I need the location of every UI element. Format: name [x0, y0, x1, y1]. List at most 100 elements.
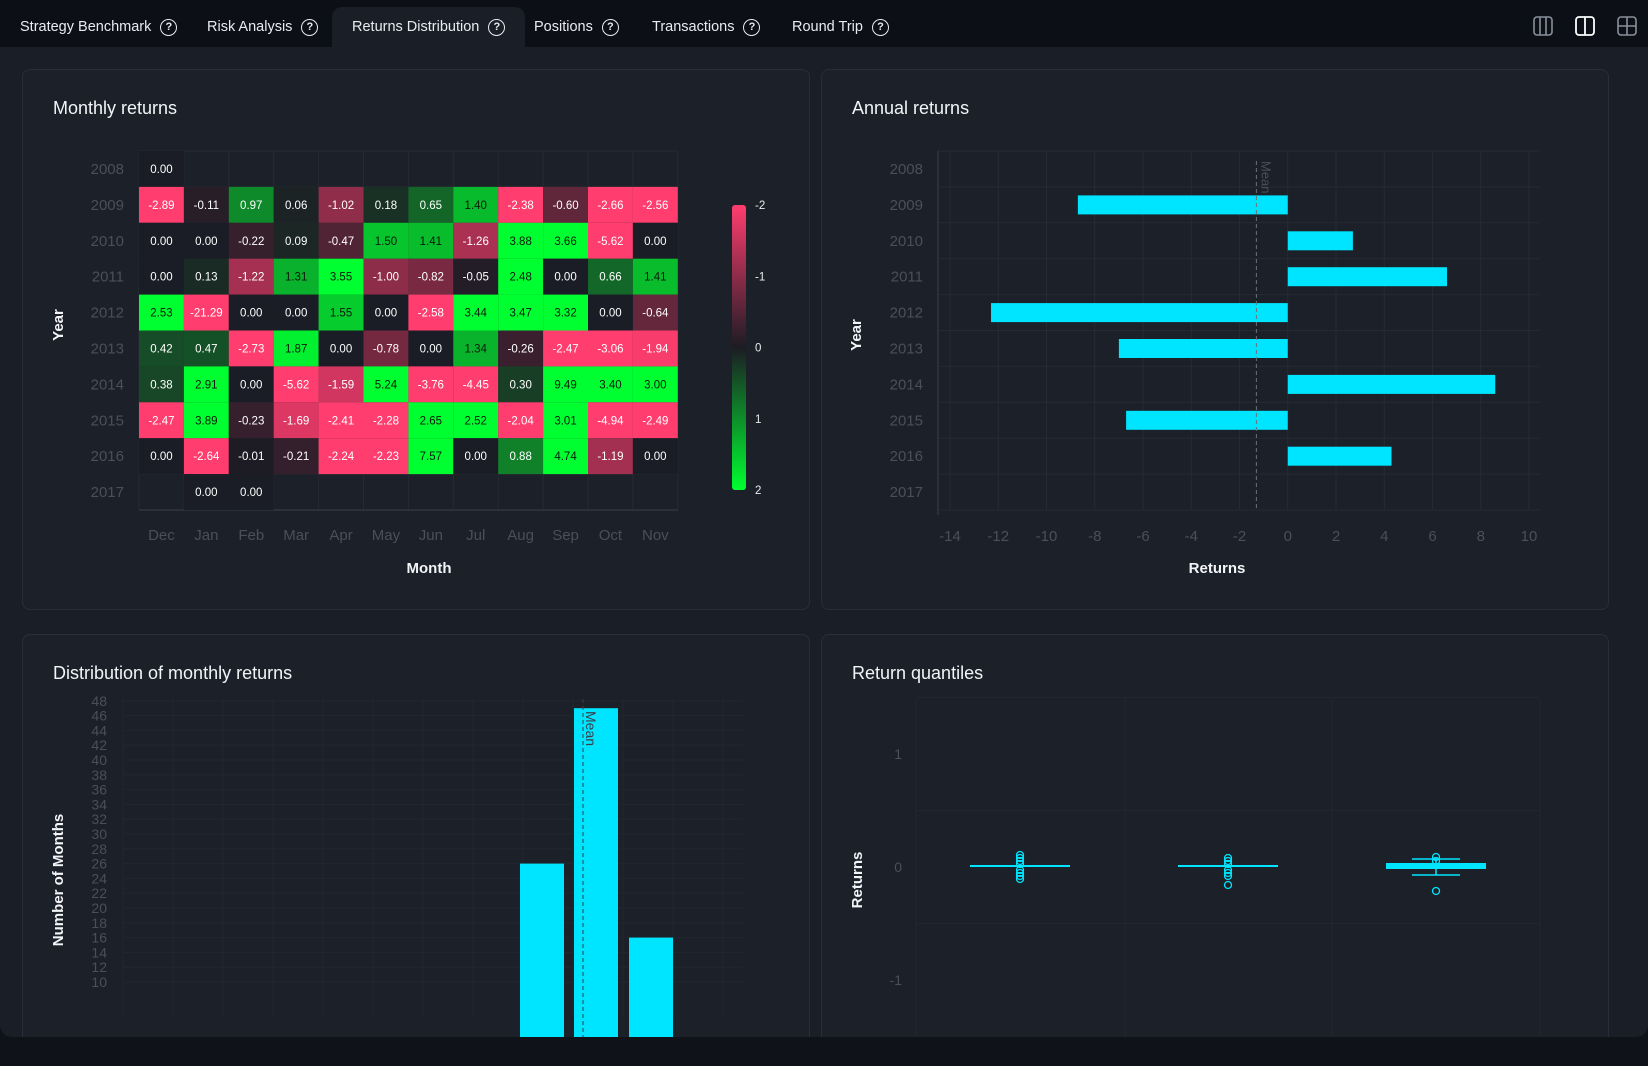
help-icon[interactable]: ?	[871, 18, 889, 36]
y-tick-label: 2017	[91, 484, 124, 501]
y-tick-label: 12	[91, 959, 107, 975]
heatmap-cell	[453, 402, 499, 439]
return-quantiles-card: Return quantiles Returns 1 0 -1	[821, 634, 1609, 1037]
x-tick-label: Jul	[466, 527, 485, 544]
annual-return-bar	[1126, 410, 1288, 430]
heatmap-cell	[363, 294, 409, 331]
x-tick-label: 0	[1284, 528, 1292, 545]
heatmap-cell-value: 0.13	[195, 272, 217, 284]
annual-return-bar	[1287, 374, 1496, 394]
heatmap-cell-value: -2.56	[642, 200, 668, 212]
tab-positions[interactable]: Positions?	[514, 7, 639, 47]
heatmap-cell-value: 0.00	[554, 272, 576, 284]
x-tick-label: Mar	[283, 527, 309, 544]
outlier-point	[1015, 853, 1025, 863]
heatmap-cell-value: 0.42	[150, 343, 172, 355]
heatmap-cell	[588, 402, 633, 439]
y-tick-label: 40	[91, 752, 107, 768]
x-tick-label: Sep	[552, 527, 579, 544]
heatmap-cell	[408, 438, 454, 475]
heatmap-cell	[408, 402, 454, 439]
heatmap-cell	[183, 330, 229, 367]
heatmap-cell	[498, 366, 544, 403]
heatmap-cell-value: 0.65	[420, 200, 442, 212]
heatmap-cell	[632, 258, 678, 295]
heatmap-cell	[363, 402, 409, 439]
tab-transactions[interactable]: Transactions?	[632, 7, 780, 47]
heatmap-cell-value: 0.00	[644, 236, 666, 248]
x-tick-label: Apr	[329, 527, 352, 544]
heatmap-cell-value: -2.24	[328, 451, 355, 463]
heatmap-cell	[139, 366, 184, 403]
x-tick-label: -8	[1088, 528, 1101, 545]
heatmap-cell-value: 9.49	[554, 379, 576, 391]
heatmap-cell	[543, 186, 588, 223]
heatmap-cell-value: 0.00	[644, 451, 666, 463]
heatmap-cell-value: -2.47	[148, 415, 174, 427]
heatmap-cell-value: 2.52	[465, 415, 487, 427]
mean-label: Mean	[1258, 161, 1273, 194]
help-icon[interactable]: ?	[743, 18, 761, 36]
three-column-layout-icon[interactable]	[1532, 15, 1554, 37]
heatmap-cell	[543, 366, 588, 403]
heatmap-cell-value: 0.47	[195, 343, 217, 355]
heatmap-cell-value: 1.41	[420, 236, 442, 248]
help-icon[interactable]: ?	[488, 18, 506, 36]
heatmap-cell	[408, 186, 454, 223]
heatmap-cell-value: 3.01	[554, 415, 576, 427]
x-tick-label: -10	[1036, 528, 1058, 545]
heatmap-cell	[543, 294, 588, 331]
heatmap-cell	[273, 222, 319, 259]
y-tick-label: 2016	[91, 448, 124, 465]
heatmap-cell-value: -1.69	[283, 415, 309, 427]
y-tick-label: 0	[894, 859, 902, 875]
outlier-point	[1223, 853, 1233, 863]
tab-returns-distribution[interactable]: Returns Distribution?	[332, 7, 526, 47]
y-tick-label: 42	[91, 737, 107, 753]
heatmap-cell	[498, 294, 544, 331]
help-icon[interactable]: ?	[160, 18, 178, 36]
y-tick-label: 2009	[91, 197, 124, 214]
y-tick-label: 2012	[890, 305, 923, 322]
heatmap-cell	[139, 438, 184, 475]
heatmap-cell-value: 0.30	[509, 379, 531, 391]
heatmap-cell	[498, 402, 544, 439]
x-axis-label: Returns	[1189, 560, 1246, 577]
histogram-bar	[574, 708, 618, 1037]
two-column-layout-icon[interactable]	[1574, 15, 1596, 37]
colorbar-tick-label: 0	[755, 343, 761, 355]
tab-risk-analysis[interactable]: Risk Analysis?	[187, 7, 338, 47]
heatmap-cell	[139, 402, 184, 439]
x-tick-label: May	[372, 527, 401, 544]
grid-layout-icon[interactable]	[1616, 15, 1638, 37]
help-icon[interactable]: ?	[601, 18, 619, 36]
heatmap-cell-value: 2.53	[150, 308, 172, 320]
annual-returns-chart: Year Returns Mean 2008200920102011201220…	[848, 150, 1539, 577]
outlier-point	[1223, 865, 1233, 875]
heatmap-cell	[453, 438, 499, 475]
colorbar-tick-label: -1	[755, 271, 765, 283]
heatmap-cell	[632, 438, 678, 475]
heatmap-cell	[588, 258, 633, 295]
x-tick-label: -4	[1185, 528, 1198, 545]
y-tick-label: 44	[91, 722, 107, 738]
tab-round-trip[interactable]: Round Trip?	[772, 7, 909, 47]
tab-label: Risk Analysis	[207, 19, 293, 35]
heatmap-cell	[273, 438, 319, 475]
y-tick-label: 46	[91, 708, 107, 724]
heatmap-cell	[453, 186, 499, 223]
outlier-point	[1015, 874, 1025, 884]
tab-strategy-benchmark[interactable]: Strategy Benchmark?	[0, 7, 197, 47]
heatmap-cell	[318, 438, 364, 475]
heatmap-cell-value: 0.00	[285, 308, 307, 320]
y-tick-label: 48	[91, 693, 107, 709]
heatmap-cell-value: -3.76	[418, 379, 444, 391]
x-tick-label: 2	[1332, 528, 1340, 545]
heatmap-cell	[139, 151, 184, 187]
heatmap-cell-value: -21.29	[190, 308, 223, 320]
y-tick-label: 2017	[890, 484, 923, 501]
heatmap-cell	[139, 258, 184, 295]
annual-return-bar	[1287, 267, 1447, 287]
help-icon[interactable]: ?	[301, 18, 319, 36]
y-tick-label: 18	[91, 915, 107, 931]
